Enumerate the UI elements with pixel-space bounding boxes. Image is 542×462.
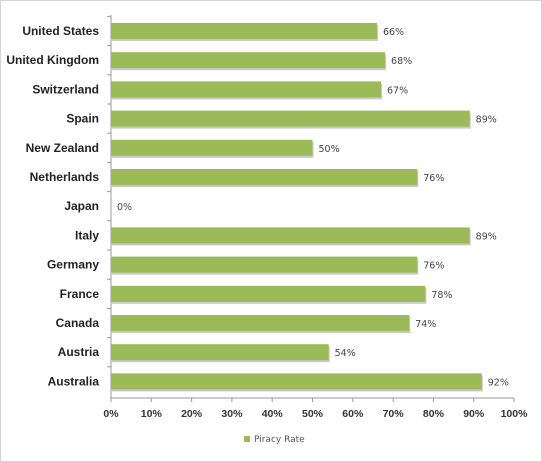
bar: [111, 110, 470, 127]
category-label: Spain: [66, 112, 99, 126]
bar: [111, 315, 410, 331]
data-label: 92%: [488, 377, 509, 388]
x-tick-label: 0%: [103, 408, 119, 420]
category-label: Austria: [58, 345, 100, 359]
x-tick-label: 90%: [463, 408, 485, 420]
data-label: 89%: [476, 231, 497, 242]
data-label: 0%: [117, 202, 132, 213]
data-label: 74%: [415, 319, 436, 330]
bar: [111, 139, 313, 156]
data-label: 50%: [319, 144, 340, 155]
category-label: United States: [22, 24, 99, 38]
x-tick-label: 60%: [342, 408, 364, 420]
x-tick-label: 40%: [262, 408, 284, 420]
bar: [111, 169, 418, 185]
legend: Piracy Rate: [244, 435, 305, 445]
category-label: Australia: [48, 374, 100, 388]
legend-label: Piracy Rate: [254, 435, 305, 445]
category-label: Germany: [47, 258, 99, 272]
bar: [111, 23, 377, 39]
data-label: 76%: [423, 261, 444, 272]
bar: [111, 285, 426, 302]
axis-layer: [107, 15, 514, 399]
category-label: United Kingdom: [6, 53, 99, 67]
bar: [111, 256, 418, 273]
data-label: 89%: [476, 115, 497, 126]
x-tick-label: 30%: [221, 408, 243, 420]
data-label: 66%: [383, 27, 404, 38]
tick-layer: 0% 10% 20% 30% 40% 50% 60% 70% 80% 90% 100%: [103, 398, 528, 420]
x-tick-label: 70%: [383, 408, 405, 420]
category-label: Japan: [64, 199, 99, 213]
bar: [111, 373, 482, 390]
category-label: Italy: [75, 228, 99, 242]
label-layer: United States 66% United Kingdom 68% Switzer…: [6, 24, 509, 388]
category-label: New Zealand: [26, 141, 99, 155]
x-tick-label: 10%: [141, 408, 163, 420]
x-tick-label: 80%: [423, 408, 445, 420]
data-label: 78%: [431, 290, 452, 301]
bar: [111, 52, 386, 69]
legend-swatch: [244, 436, 250, 442]
bar: [111, 81, 382, 98]
category-label: Switzerland: [32, 82, 99, 96]
data-label: 54%: [335, 348, 356, 359]
category-label: France: [60, 287, 100, 301]
category-label: Netherlands: [30, 170, 100, 184]
category-label: Canada: [56, 316, 100, 330]
data-label: 68%: [391, 56, 412, 67]
x-tick-label: 50%: [302, 408, 324, 420]
data-label: 67%: [387, 85, 408, 96]
x-tick-label: 20%: [181, 408, 203, 420]
bar: [111, 227, 470, 244]
bar: [111, 344, 329, 361]
data-label: 76%: [423, 173, 444, 184]
bar-layer: [111, 23, 483, 392]
x-tick-label: 100%: [501, 408, 529, 420]
